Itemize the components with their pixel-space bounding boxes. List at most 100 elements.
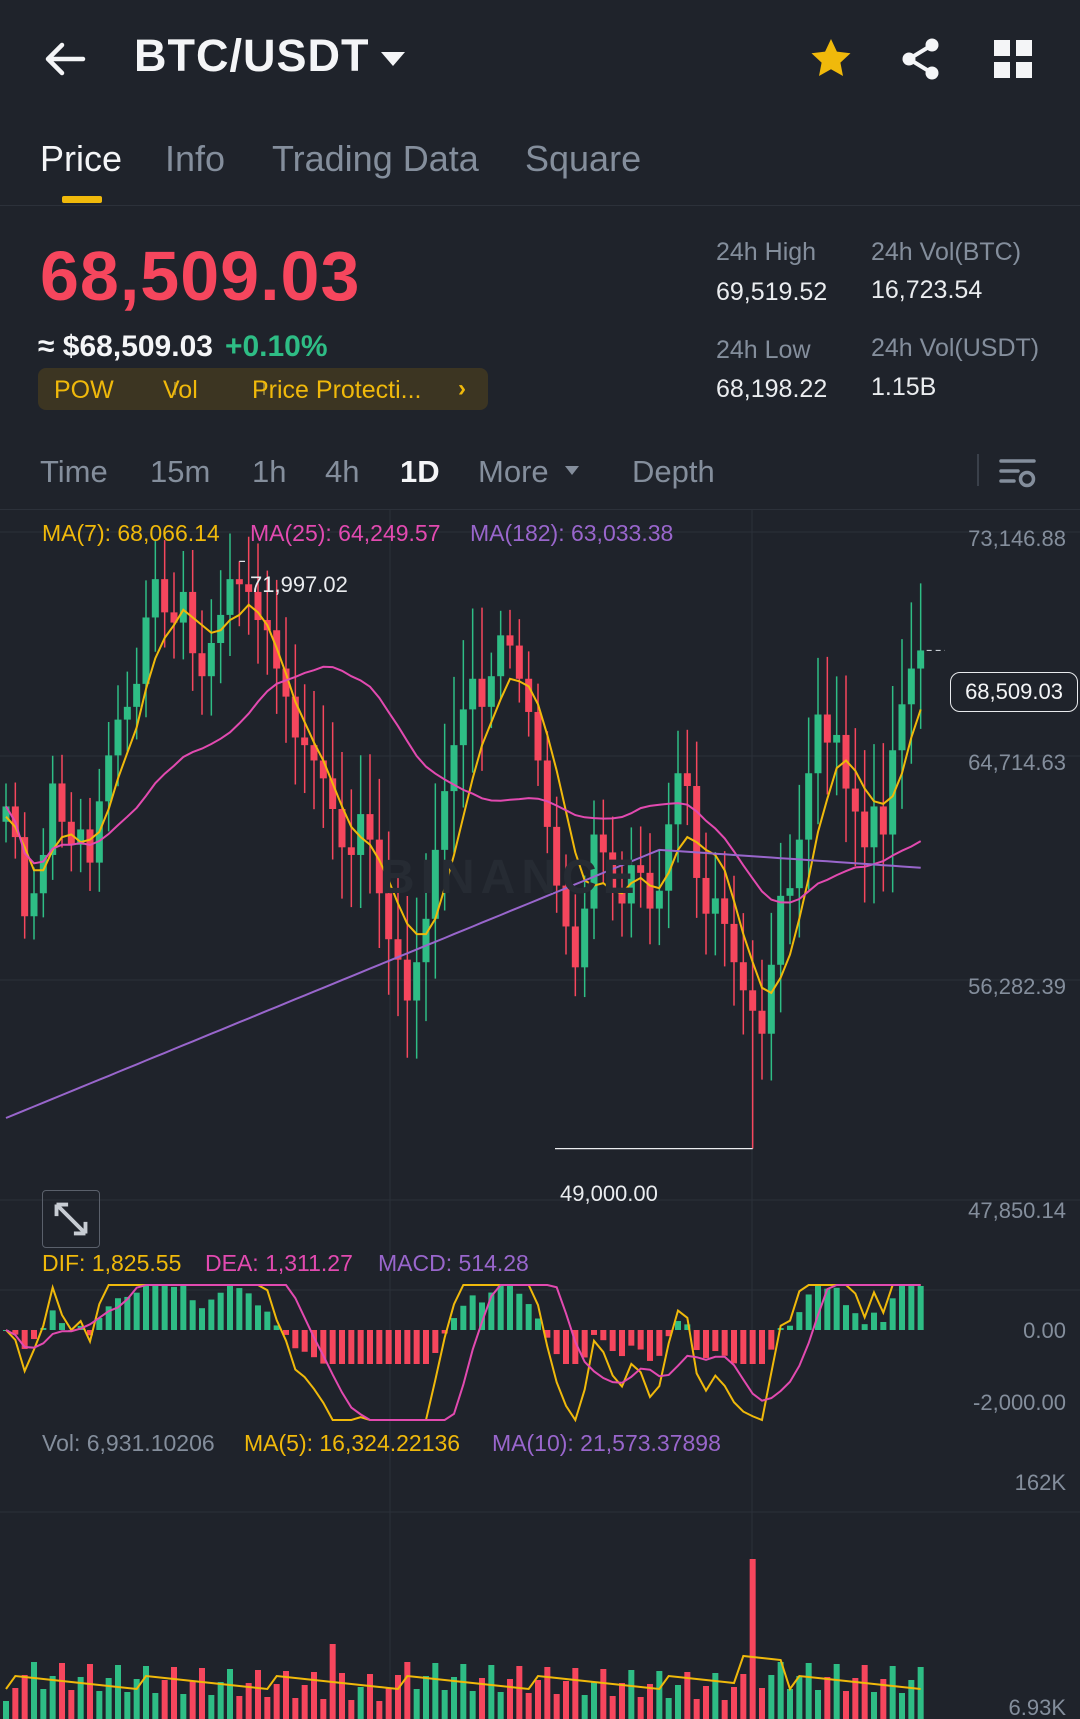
macd-bar — [245, 1293, 252, 1330]
volume-bar — [889, 1666, 896, 1719]
tab-info[interactable]: Info — [165, 138, 226, 179]
candle-body — [105, 755, 113, 802]
candle-body — [861, 811, 869, 848]
macd-bar — [395, 1330, 401, 1364]
volume-bar — [731, 1687, 737, 1719]
expand-icon[interactable] — [42, 1190, 100, 1248]
candle-body — [851, 788, 859, 812]
caret-down-icon[interactable] — [378, 48, 408, 70]
volume-bar — [665, 1698, 672, 1719]
candle-body — [30, 893, 38, 917]
volume-bar — [497, 1692, 504, 1719]
candle-body — [739, 962, 747, 991]
grid-icon[interactable] — [992, 38, 1034, 80]
volume-bar — [180, 1694, 187, 1719]
volume-bar — [283, 1671, 289, 1719]
stat-24h-high-label: 24h High — [716, 238, 817, 266]
volume-bar — [703, 1686, 709, 1719]
volume-bar — [796, 1676, 803, 1719]
volume-bar — [591, 1682, 597, 1719]
candle-body — [487, 676, 495, 707]
volume-bar — [292, 1698, 299, 1719]
macd-bar — [731, 1330, 737, 1364]
macd-bar — [871, 1312, 877, 1330]
candle-body — [889, 750, 897, 835]
volume-bar — [199, 1668, 205, 1719]
macd-bar — [805, 1294, 812, 1330]
macd-bar — [236, 1288, 243, 1330]
macd-bar — [329, 1330, 336, 1364]
candle-body — [683, 773, 691, 787]
macd-bar — [516, 1293, 523, 1330]
macd-bar — [908, 1286, 915, 1330]
candle-body — [142, 617, 150, 684]
stat-24h-vol-btc-value: 16,723.54 — [871, 276, 983, 304]
candle-body — [301, 737, 309, 746]
volume-bar — [348, 1700, 355, 1719]
macd-bar — [749, 1330, 756, 1364]
tab-price[interactable]: Price — [40, 138, 123, 179]
candle-body — [609, 852, 617, 889]
volume-bar — [432, 1663, 439, 1719]
volume-bar — [581, 1695, 588, 1719]
tag-pow: POW — [54, 376, 114, 404]
coin-tags[interactable]: POW Vol Price Protecti... › — [38, 368, 488, 410]
macd-bar — [787, 1325, 793, 1330]
macd-bar — [385, 1330, 392, 1364]
candle-body — [431, 849, 439, 919]
candle-body — [571, 926, 579, 968]
ma7-line — [5, 603, 922, 995]
macd-bar — [273, 1325, 280, 1330]
interval-15m[interactable]: 15m — [150, 454, 211, 489]
volume-bar — [404, 1662, 411, 1719]
interval-4h[interactable]: 4h — [325, 454, 360, 489]
macd-bar — [96, 1318, 103, 1330]
usd-price-line: ≈ $68,509.03 +0.10% — [38, 330, 328, 364]
macd-bar — [553, 1330, 560, 1355]
volume-bar — [721, 1700, 728, 1719]
interval-1d[interactable]: 1D — [400, 454, 440, 489]
interval-depth[interactable]: Depth — [632, 454, 715, 489]
interval-more[interactable]: More — [478, 454, 581, 490]
interval-1h[interactable]: 1h — [252, 454, 287, 489]
candle-body — [506, 635, 514, 646]
stat-24h-vol-btc-label: 24h Vol(BTC) — [871, 238, 1022, 266]
ma25-line — [5, 665, 922, 904]
pair-title[interactable]: BTC/USDT — [134, 30, 370, 81]
candle-body — [469, 678, 477, 710]
candle-body — [413, 962, 421, 1001]
candle-body — [702, 877, 710, 914]
volume-bar — [563, 1681, 569, 1719]
macd-bar — [889, 1298, 896, 1330]
candle-body — [394, 939, 402, 960]
candle-body — [254, 591, 262, 621]
macd-bar — [581, 1330, 588, 1358]
share-icon[interactable] — [898, 36, 944, 82]
candle-body — [422, 918, 430, 963]
active-tab-indicator — [62, 196, 102, 203]
macd-bar — [255, 1305, 261, 1330]
macd-bar — [600, 1330, 607, 1341]
interval-time[interactable]: Time — [40, 454, 108, 489]
candle-body — [39, 854, 47, 894]
macd-bar — [283, 1330, 289, 1335]
candle-body — [646, 872, 654, 909]
macd-bar — [815, 1286, 821, 1330]
volume-bar — [572, 1668, 579, 1719]
tab-square[interactable]: Square — [525, 138, 642, 179]
macd-bar — [796, 1312, 803, 1330]
candle-body — [497, 635, 505, 677]
star-icon[interactable] — [808, 36, 854, 82]
chart-settings-icon[interactable] — [998, 452, 1038, 492]
candle-body — [291, 696, 299, 738]
macd-bar — [665, 1330, 672, 1337]
volume-bar — [68, 1690, 75, 1719]
macd-bar — [143, 1286, 149, 1330]
macd-bar — [843, 1305, 849, 1330]
macd-bar — [208, 1299, 215, 1330]
arrow-left-icon[interactable] — [40, 34, 90, 84]
tab-trading-data[interactable]: Trading Data — [272, 138, 479, 179]
legend-macd: MACD: 514.28 — [378, 1250, 529, 1276]
kline-chart-canvas[interactable] — [0, 510, 1080, 1719]
kline-chart[interactable]: BINANCE MA(7): 68,066.14 MA(25): 64,249.… — [0, 510, 1080, 1719]
